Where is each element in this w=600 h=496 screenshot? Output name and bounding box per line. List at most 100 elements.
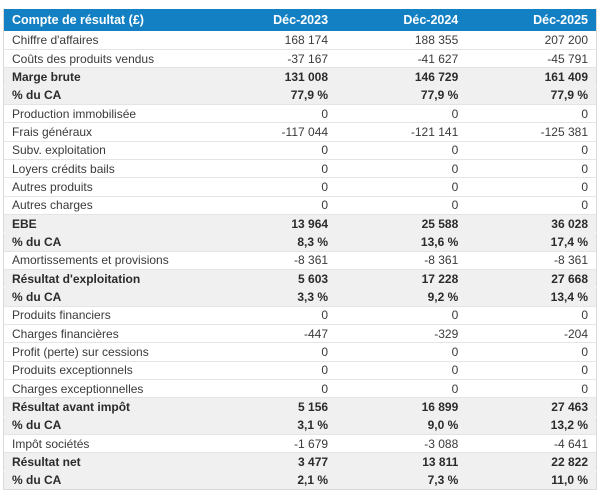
- row-label: % du CA: [3, 85, 206, 105]
- row-value: 0: [336, 140, 467, 160]
- row-value: 0: [466, 103, 597, 123]
- row-label: % du CA: [3, 470, 206, 490]
- row-label: Résultat net: [3, 452, 206, 472]
- row-value: -41 627: [336, 48, 467, 68]
- row-value: 77,9 %: [205, 85, 337, 105]
- row-value: -8 361: [205, 250, 337, 270]
- row-value: 0: [205, 360, 337, 380]
- row-value: -45 791: [466, 48, 597, 68]
- row-label: Autres produits: [3, 177, 206, 197]
- column-header: Déc-2024: [336, 9, 467, 31]
- row-label: Frais généraux: [3, 122, 206, 142]
- table-row: Production immobilisée 0 0 0: [3, 103, 597, 123]
- row-value: 146 729: [336, 67, 467, 87]
- row-value: 0: [466, 379, 597, 398]
- table-row: Chiffre d'affaires 168 174 188 355 207 200: [4, 31, 597, 49]
- row-value: 7,3 %: [336, 470, 467, 490]
- income-statement-container: Compte de résultat (£) Déc-2023 Déc-2024 D…: [3, 9, 597, 491]
- row-value: 9,2 %: [336, 287, 467, 307]
- row-value: 0: [336, 379, 467, 398]
- row-value: 0: [466, 158, 597, 178]
- row-value: 0: [466, 360, 597, 380]
- row-label: Autres charges: [3, 195, 206, 215]
- row-value: 0: [205, 140, 337, 160]
- table-row: Marge brute 131 008 146 729 161 409: [3, 67, 597, 87]
- row-value: 0: [466, 305, 597, 325]
- row-value: 0: [466, 342, 597, 362]
- table-row: Charges exceptionnelles 0 0 0: [3, 379, 597, 398]
- row-value: 3,3 %: [205, 287, 337, 307]
- row-value: 5 603: [205, 268, 337, 288]
- row-value: 161 409: [466, 67, 597, 87]
- table-row: EBE 13 964 25 588 36 028: [3, 213, 597, 233]
- table-row: Produits financiers 0 0 0: [3, 305, 597, 325]
- row-value: 16 899: [336, 397, 467, 417]
- row-label: % du CA: [3, 415, 206, 435]
- row-label: Produits exceptionnels: [3, 360, 206, 380]
- table-row: Résultat d'exploitation 5 603 17 228 27 668: [3, 268, 597, 288]
- row-value: 0: [205, 177, 337, 197]
- row-value: -1 679: [205, 434, 337, 453]
- row-value: -121 141: [336, 122, 467, 142]
- row-label: % du CA: [3, 232, 206, 252]
- table-row: % du CA 77,9 % 77,9 % 77,9 %: [3, 85, 597, 105]
- column-header: Déc-2023: [205, 9, 337, 31]
- row-value: 168 174: [284, 32, 329, 47]
- row-value: 0: [336, 177, 467, 197]
- row-value: 0: [205, 305, 337, 325]
- row-label: Amortissements et provisions: [3, 250, 206, 270]
- row-value: 27 463: [466, 397, 597, 417]
- row-value: 0: [205, 195, 337, 215]
- table-row: Frais généraux -117 044 -121 141 -125 381: [3, 122, 597, 142]
- row-value: 8,3 %: [205, 232, 337, 252]
- row-value: 0: [205, 103, 337, 123]
- row-value: 17,4 %: [466, 232, 597, 252]
- table-row: Autres charges 0 0 0: [3, 195, 597, 215]
- row-value: 22 822: [466, 452, 597, 472]
- table-row: Profit (perte) sur cessions 0 0 0: [3, 342, 597, 362]
- income-statement-table: Compte de résultat (£) Déc-2023 Déc-2024 D…: [3, 9, 597, 491]
- column-header: Déc-2025: [466, 9, 597, 31]
- row-label: Chiffre d'affaires: [12, 32, 99, 47]
- row-value: 5 156: [205, 397, 337, 417]
- row-label: Résultat d'exploitation: [3, 268, 206, 288]
- row-value: 11,0 %: [466, 470, 597, 490]
- table-row: Charges financières -447 -329 -204: [3, 323, 597, 343]
- row-value: 9,0 %: [336, 415, 467, 435]
- row-value: 0: [205, 158, 337, 178]
- row-label: Subv. exploitation: [3, 140, 206, 160]
- row-value: 0: [336, 158, 467, 178]
- row-value: 3 477: [205, 452, 337, 472]
- row-label: Profit (perte) sur cessions: [3, 342, 206, 362]
- row-label: Charges financières: [3, 323, 206, 343]
- row-value: 0: [466, 140, 597, 160]
- table-header-row: Compte de résultat (£) Déc-2023 Déc-2024 D…: [3, 9, 597, 31]
- row-value: 13,4 %: [466, 287, 597, 307]
- table-row: Produits exceptionnels 0 0 0: [3, 360, 597, 380]
- row-label: Coûts des produits vendus: [3, 48, 206, 68]
- row-value: 131 008: [205, 67, 337, 87]
- row-value: 0: [336, 305, 467, 325]
- table-body: Chiffre d'affaires 168 174 188 355 207 200 C…: [3, 31, 597, 490]
- row-value: -117 044: [205, 122, 337, 142]
- table-row: Coûts des produits vendus -37 167 -41 627-…: [3, 48, 597, 68]
- row-value: 0: [336, 195, 467, 215]
- row-value: 0: [466, 195, 597, 215]
- row-label: Produits financiers: [3, 305, 206, 325]
- row-value: 0: [336, 342, 467, 362]
- table-row: Subv. exploitation 0 0 0: [3, 140, 597, 160]
- row-value: 0: [205, 342, 337, 362]
- row-label: % du CA: [3, 287, 206, 307]
- row-value: 36 028: [466, 213, 597, 233]
- row-value: 77,9 %: [336, 85, 467, 105]
- row-value: 0: [336, 103, 467, 123]
- row-value: 13,6 %: [336, 232, 467, 252]
- table-row: Autres produits 0 0 0: [3, 177, 597, 197]
- row-label: Loyers crédits bails: [3, 158, 206, 178]
- row-value: 2,1 %: [205, 470, 337, 490]
- table-row: % du CA 8,3 % 13,6 % 17,4 %: [3, 232, 597, 252]
- row-value: -204: [466, 323, 597, 343]
- row-label: Résultat avant impôt: [3, 397, 206, 417]
- row-label: Impôt sociétés: [3, 434, 206, 453]
- row-value: -8 361: [336, 250, 467, 270]
